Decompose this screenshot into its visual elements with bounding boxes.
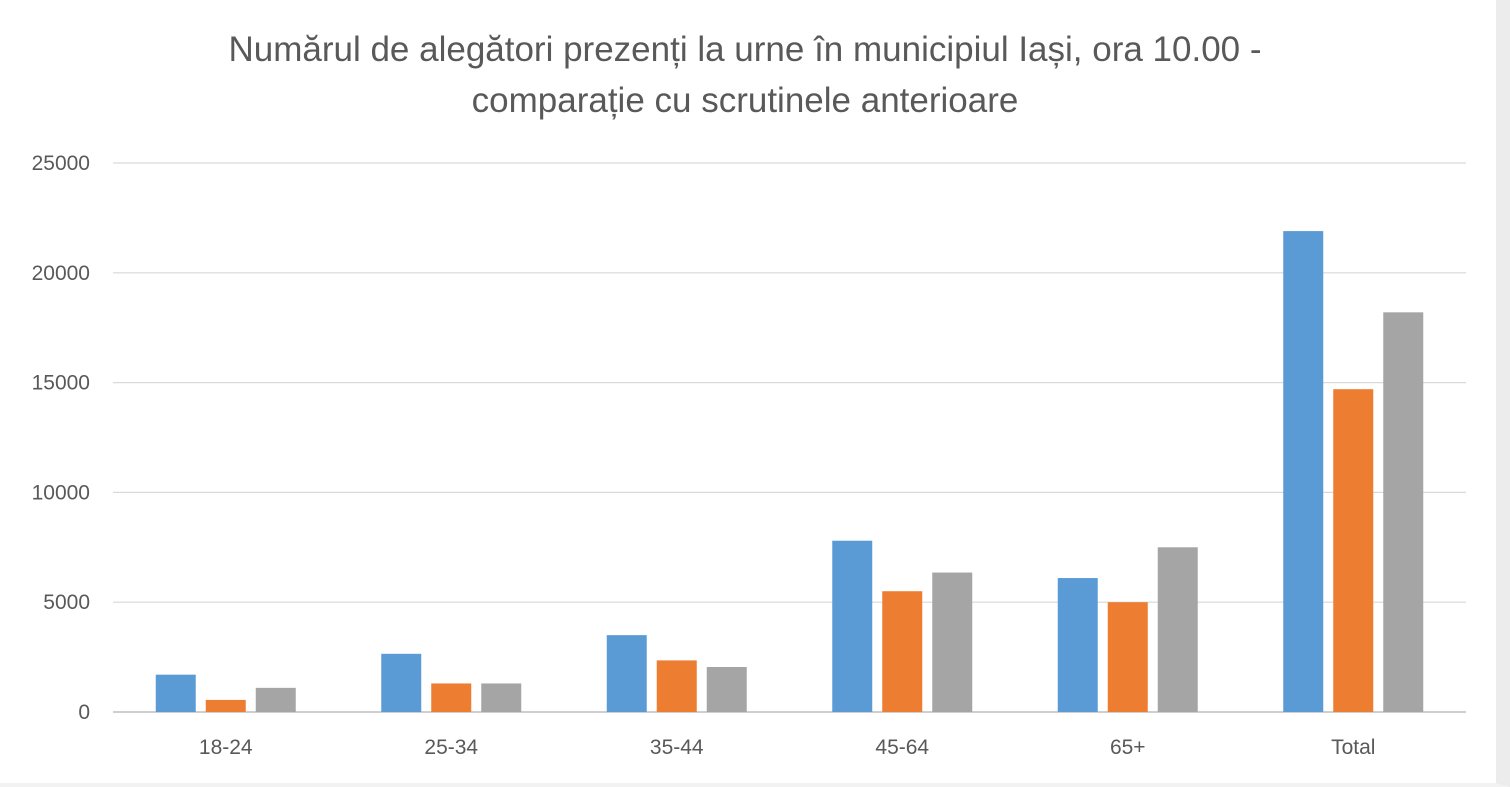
- y-tick-label: 5000: [43, 591, 90, 614]
- x-tick-label: 65+: [1110, 736, 1146, 759]
- chart-title-line-1: Numărul de alegători prezenți la urne în…: [228, 30, 1262, 69]
- y-tick-label: 20000: [32, 262, 90, 285]
- gridlines: [113, 162, 1466, 713]
- bar-35-44-series-2: [656, 660, 697, 712]
- bar-45-64-series-3: [932, 572, 973, 712]
- y-tick-label: 0: [78, 701, 90, 724]
- x-axis-ticks: 18-24 25-34 35-44 45-64 65+ Total: [199, 736, 1376, 759]
- bar-65+-series-1: [1057, 578, 1098, 712]
- bar-25-34-series-2: [431, 683, 472, 712]
- x-tick-label: 45-64: [875, 736, 929, 759]
- x-tick-label: 25-34: [424, 736, 478, 759]
- bar-65+-series-2: [1107, 602, 1148, 712]
- bar-18-24-series-3: [255, 687, 296, 712]
- bar-35-44-series-3: [706, 666, 747, 712]
- bar-Total-series-2: [1333, 389, 1374, 712]
- y-tick-label: 10000: [32, 481, 90, 504]
- bar-65+-series-3: [1157, 547, 1198, 712]
- x-tick-label: 35-44: [650, 736, 704, 759]
- bar-Total-series-1: [1283, 231, 1324, 713]
- bar-18-24-series-2: [205, 699, 246, 712]
- bar-25-34-series-1: [381, 653, 422, 712]
- x-tick-label: Total: [1331, 736, 1375, 759]
- bar-Total-series-3: [1383, 312, 1424, 712]
- chart-title: Numărul de alegători prezenți la urne în…: [60, 24, 1430, 126]
- bar-25-34-series-3: [481, 683, 522, 712]
- y-tick-label: 15000: [32, 372, 90, 395]
- y-tick-label: 25000: [32, 152, 90, 175]
- bar-45-64-series-2: [882, 591, 923, 712]
- bar-35-44-series-1: [606, 635, 647, 712]
- bar-45-64-series-1: [832, 540, 873, 712]
- bars: [155, 231, 1424, 713]
- y-axis-ticks: 0 5000 10000 15000 20000 25000: [32, 152, 90, 724]
- chart-title-line-2: comparație cu scrutinele anterioare: [471, 81, 1019, 120]
- bar-18-24-series-1: [155, 674, 196, 712]
- x-tick-label: 18-24: [199, 736, 253, 759]
